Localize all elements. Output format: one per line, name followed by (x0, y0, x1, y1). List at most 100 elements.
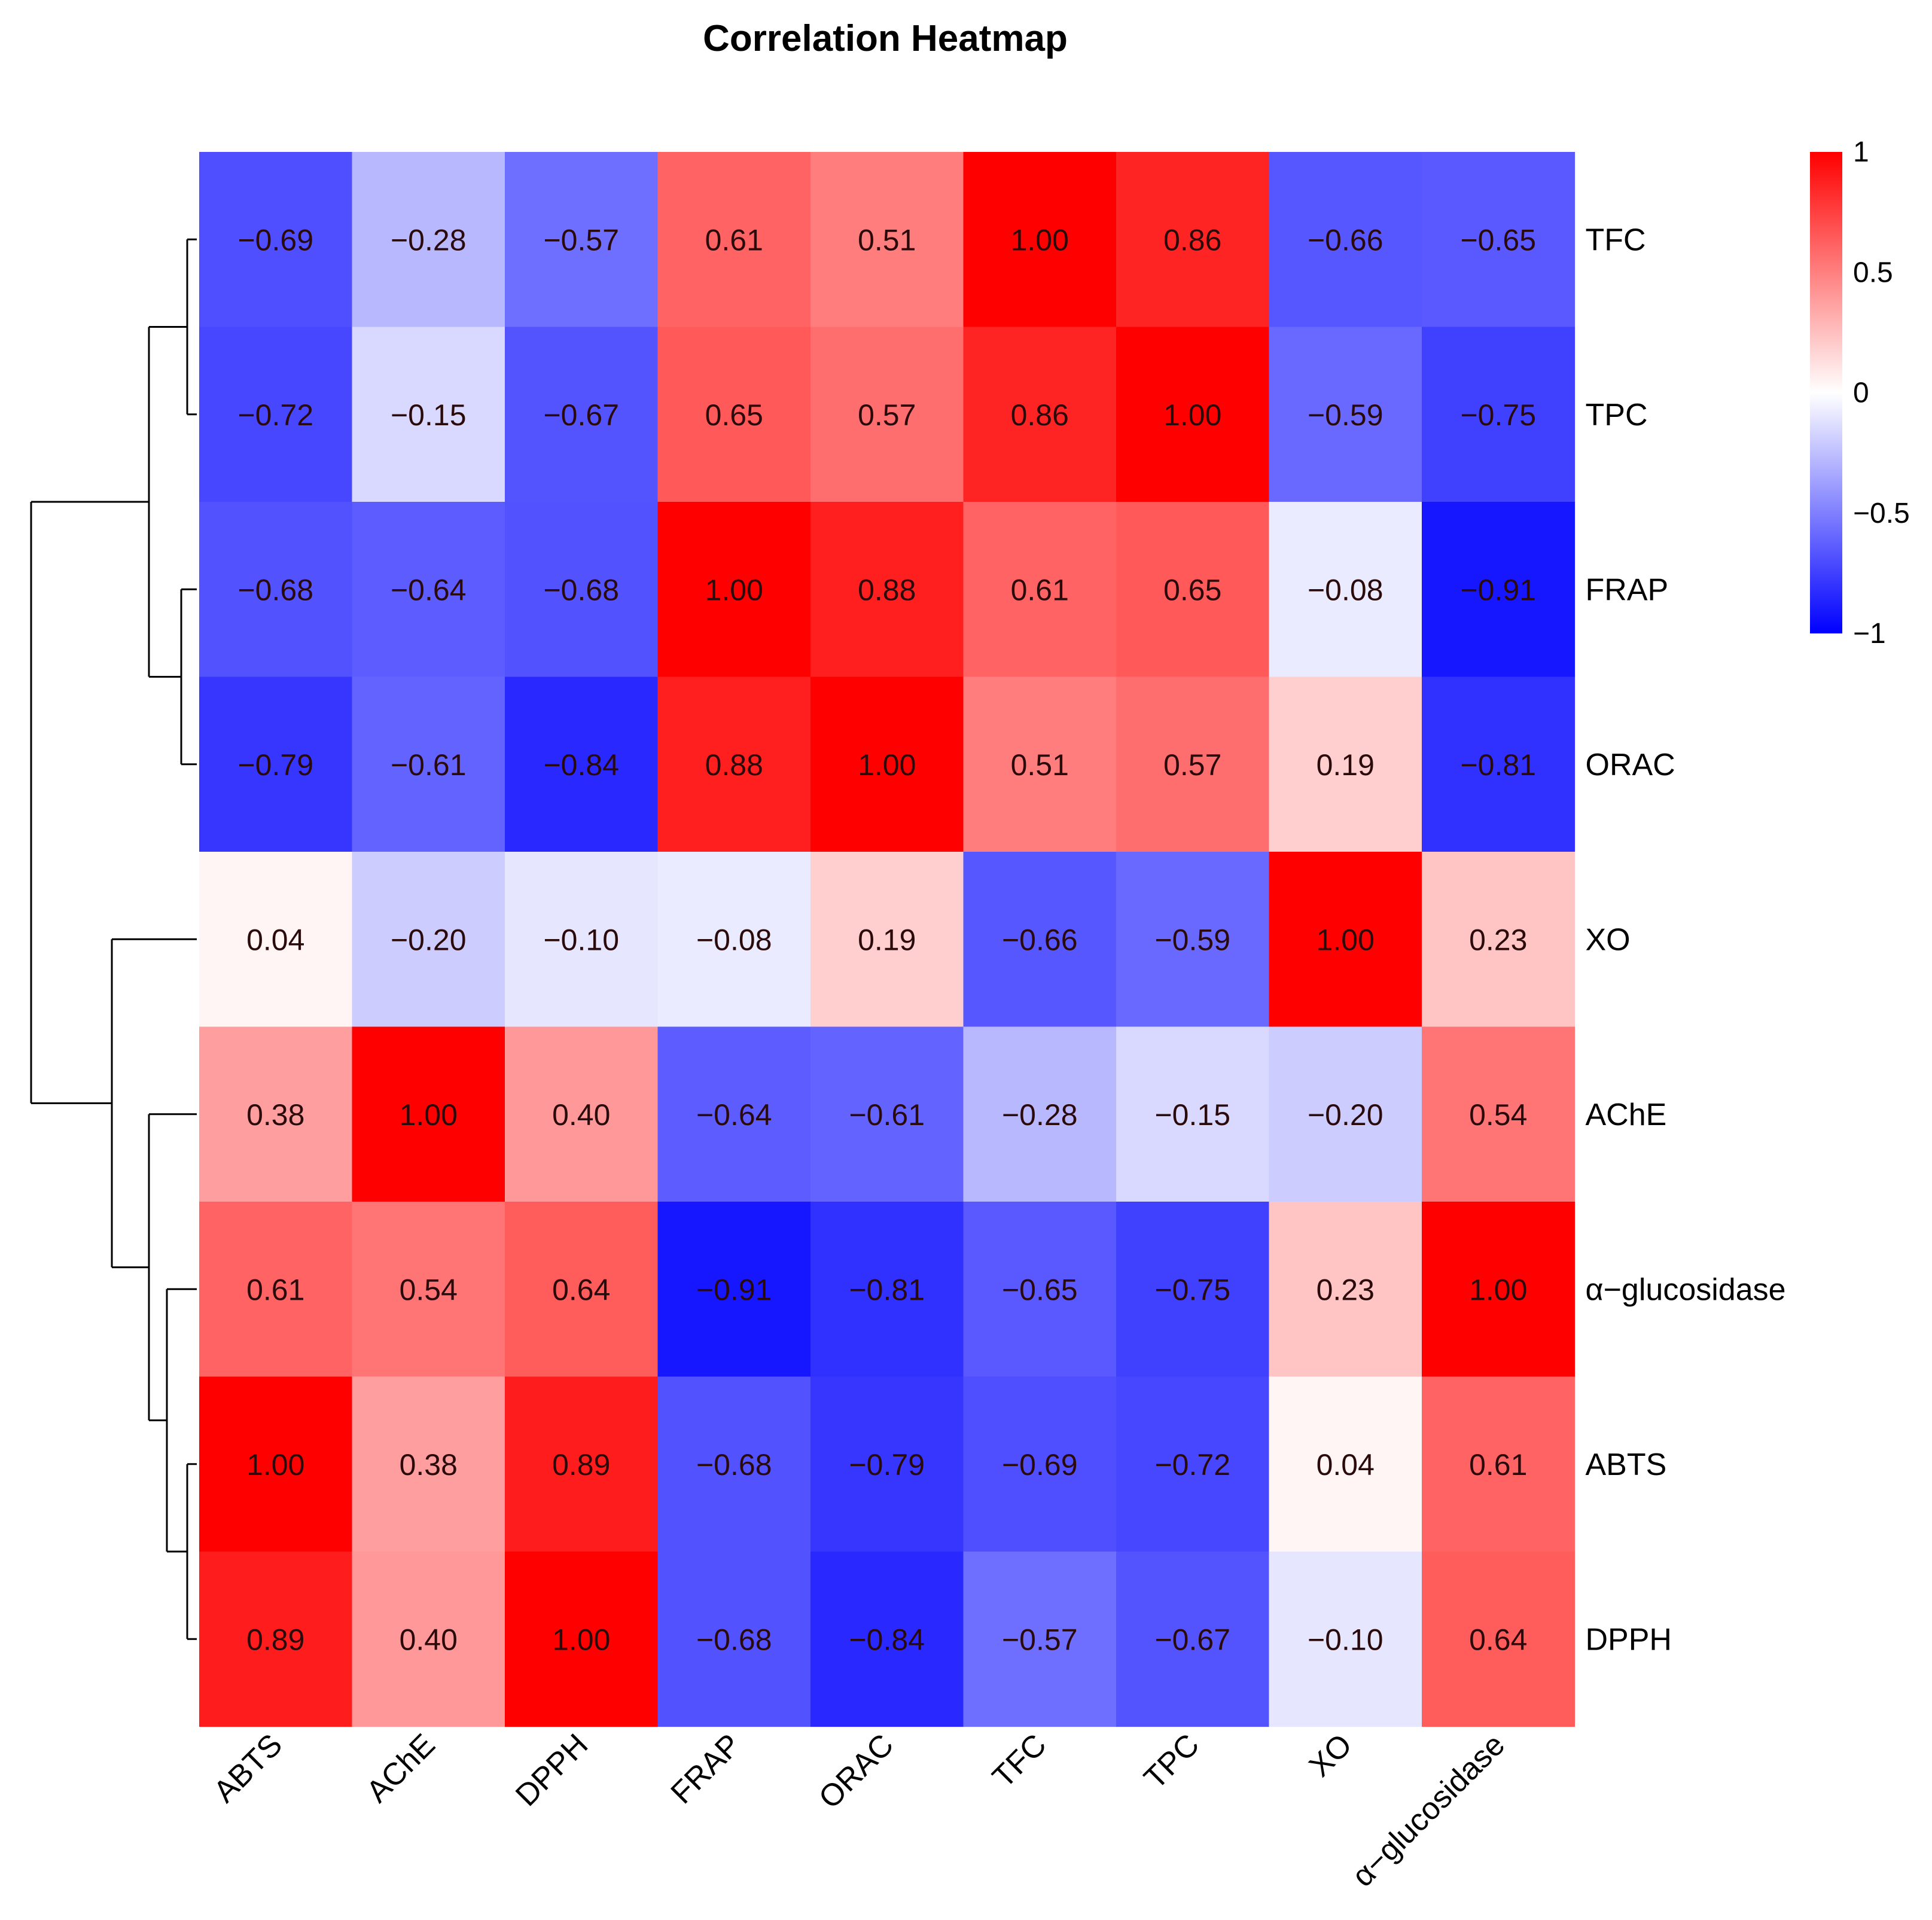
row-label: TPC (1586, 398, 1648, 432)
heatmap-cell (199, 1202, 353, 1377)
cell-value-label: −0.68 (696, 1448, 772, 1482)
cell-value-label: 0.40 (400, 1623, 458, 1656)
cell-value-label: −0.81 (849, 1273, 925, 1306)
heatmap-cell (505, 852, 659, 1028)
heatmap-cell (1116, 502, 1270, 678)
heatmap-cell (657, 1026, 811, 1202)
heatmap-cell (810, 152, 964, 328)
cell-value-label: −0.28 (1002, 1098, 1078, 1132)
cell-value-label: −0.69 (1002, 1448, 1078, 1482)
row-label: TFC (1586, 223, 1646, 257)
cell-value-label: −0.20 (1308, 1098, 1384, 1132)
heatmap-cell (1116, 1552, 1270, 1727)
cell-value-label: 0.04 (246, 923, 304, 956)
cell-value-label: −0.59 (1154, 923, 1230, 956)
cell-value-label: 0.04 (1317, 1448, 1375, 1482)
cell-value-label: −0.84 (849, 1623, 925, 1656)
cell-value-label: 1.00 (705, 573, 763, 607)
heatmap-cell (352, 152, 505, 328)
legend-tick-label: 1 (1853, 136, 1869, 168)
cell-value-label: 0.65 (1163, 573, 1221, 607)
cell-value-label: −0.08 (696, 923, 772, 956)
heatmap-cell (657, 502, 811, 678)
cell-value-label: −0.61 (849, 1098, 925, 1132)
legend-colorbar (1810, 152, 1842, 633)
cell-value-label: 0.38 (400, 1448, 458, 1482)
cell-value-label: −0.91 (1460, 573, 1536, 607)
heatmap-cell (1269, 502, 1422, 678)
cell-value-label: 0.61 (705, 223, 763, 257)
cell-value-label: −0.68 (696, 1623, 772, 1656)
heatmap-cell (1116, 1202, 1270, 1377)
row-label: α−glucosidase (1586, 1272, 1786, 1307)
cell-value-label: 0.88 (705, 748, 763, 782)
heatmap-cell (1269, 1552, 1422, 1727)
cell-value-label: −0.79 (849, 1448, 925, 1482)
heatmap-cell (1422, 852, 1576, 1028)
cell-value-label: 0.88 (858, 573, 916, 607)
heatmap-cell (352, 327, 505, 502)
cell-value-label: −0.75 (1154, 1273, 1230, 1306)
cell-value-label: 0.57 (858, 398, 916, 432)
row-label: ABTS (1586, 1447, 1667, 1482)
heatmap-cell (1422, 327, 1576, 502)
cell-value-label: −0.10 (543, 923, 619, 956)
heatmap-cell (963, 502, 1117, 678)
cell-value-label: 0.64 (1469, 1623, 1527, 1656)
heatmap-cell (199, 676, 353, 852)
cell-value-label: 0.40 (552, 1098, 610, 1132)
heatmap-cell (352, 676, 505, 852)
heatmap-cell (1116, 1376, 1270, 1552)
heatmap-cell (505, 1202, 659, 1377)
heatmap-cell (963, 676, 1117, 852)
cell-value-label: −0.68 (543, 573, 619, 607)
heatmap-cell (505, 676, 659, 852)
cell-value-label: −0.81 (1460, 748, 1536, 782)
cell-value-label: 0.61 (1011, 573, 1069, 607)
heatmap-cell (352, 1026, 505, 1202)
legend-tick-label: 0 (1853, 377, 1869, 409)
cell-value-label: −0.67 (543, 398, 619, 432)
heatmap-cell (505, 1376, 659, 1552)
row-label: DPPH (1586, 1622, 1672, 1657)
cell-value-label: −0.72 (1154, 1448, 1230, 1482)
heatmap-cell (1116, 1026, 1270, 1202)
heatmap-cell (505, 152, 659, 328)
heatmap-cell (963, 1376, 1117, 1552)
column-label: TFC (986, 1727, 1053, 1794)
heatmap-cell (963, 152, 1117, 328)
heatmap-cell (1269, 152, 1422, 328)
cell-value-label: −0.66 (1308, 223, 1384, 257)
cell-value-label: −0.64 (696, 1098, 772, 1132)
heatmap-cell (1269, 1202, 1422, 1377)
heatmap-cell-labels: −0.69 −0.28 −0.57 0.61 0.51 1.00 0.86 −0.66 −0.6… (237, 223, 1536, 1656)
heatmap-cell (1422, 1202, 1576, 1377)
heatmap-cell (1116, 852, 1270, 1028)
cell-value-label: 1.00 (1011, 223, 1069, 257)
column-label: FRAP (665, 1727, 748, 1811)
heatmap-cell (657, 676, 811, 852)
heatmap-cell (1116, 152, 1270, 328)
cell-value-label: 1.00 (1469, 1273, 1527, 1306)
row-label: ORAC (1586, 748, 1675, 782)
heatmap-cell (657, 1376, 811, 1552)
heatmap-cell (1422, 676, 1576, 852)
heatmap-cell (505, 327, 659, 502)
legend-tick-label: −1 (1853, 618, 1886, 650)
heatmap-cell (1269, 327, 1422, 502)
column-label: α−glucosidase (1345, 1727, 1512, 1894)
heatmap-cell (199, 152, 353, 328)
cell-value-label: −0.72 (237, 398, 313, 432)
heatmap-cell (199, 852, 353, 1028)
heatmap-cells (199, 152, 1576, 1727)
cell-value-label: 1.00 (246, 1448, 304, 1482)
heatmap-cell (1422, 1026, 1576, 1202)
cell-value-label: 0.61 (1469, 1448, 1527, 1482)
heatmap-cell (810, 1552, 964, 1727)
cell-value-label: 1.00 (858, 748, 916, 782)
heatmap-cell (1116, 676, 1270, 852)
heatmap-cell (199, 1552, 353, 1727)
heatmap-cell (963, 327, 1117, 502)
cell-value-label: 0.86 (1011, 398, 1069, 432)
cell-value-label: −0.79 (237, 748, 313, 782)
